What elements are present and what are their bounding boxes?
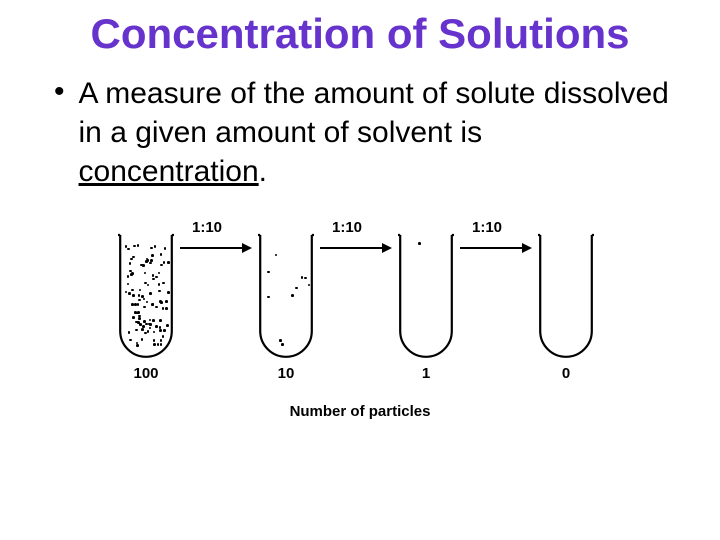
x-axis-label: Number of particles [80,403,640,420]
bullet-prefix: A measure of the amount of solute dissol… [79,77,669,149]
particles [538,229,594,359]
bullet-marker: • [54,74,65,110]
test-tube [258,229,314,359]
bullet-suffix: . [259,155,267,188]
bullet-emphasis: concentration [79,155,259,188]
test-tube [118,229,174,359]
tube-count-label: 10 [248,365,324,382]
tube-count-label: 100 [108,365,184,382]
test-tube [398,229,454,359]
particles [118,229,174,359]
arrow-right-icon [460,241,532,260]
dilution-ratio: 1:10 [192,219,222,236]
dilution-diagram: Number of particles 100 10 1 0 1:10 1:10 1:… [80,215,640,435]
page-title: Concentration of Solutions [30,10,690,58]
dilution-ratio: 1:10 [332,219,362,236]
tube-count-label: 1 [388,365,464,382]
arrow-right-icon [320,241,392,260]
dilution-ratio: 1:10 [472,219,502,236]
arrow-right-icon [180,241,252,260]
particles [258,229,314,359]
tube-count-label: 0 [528,365,604,382]
bullet-item: • A measure of the amount of solute diss… [54,74,670,191]
test-tube [538,229,594,359]
particles [398,229,454,359]
bullet-text: A measure of the amount of solute dissol… [79,74,670,191]
